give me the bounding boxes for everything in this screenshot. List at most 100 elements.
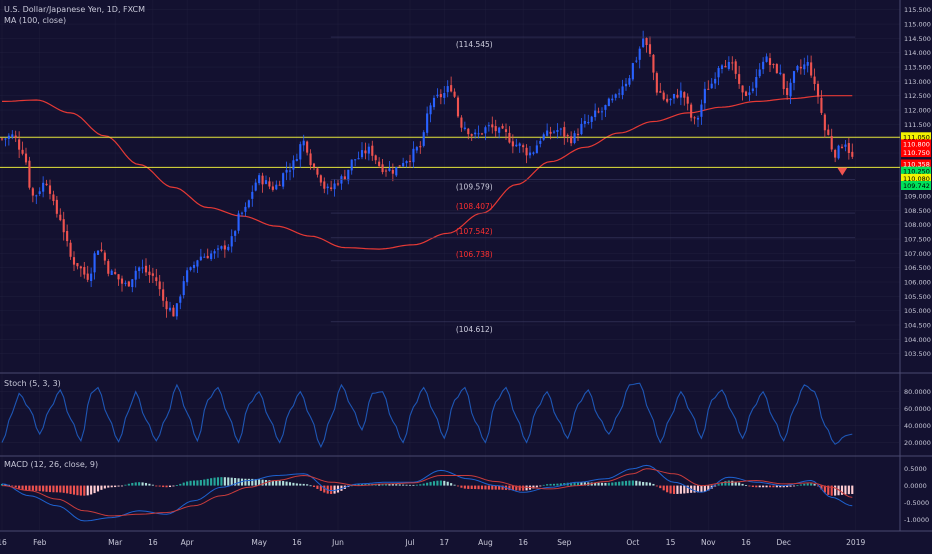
macd-histogram-bar <box>333 485 336 494</box>
candle-body <box>271 186 274 190</box>
macd-histogram-bar <box>508 485 511 491</box>
candle-body <box>714 78 717 84</box>
macd-histogram-bar <box>131 482 134 486</box>
macd-histogram-bar <box>72 485 76 495</box>
candle-body <box>806 62 809 66</box>
macd-histogram-bar <box>772 485 775 488</box>
candle-body <box>566 135 569 137</box>
macd-histogram-bar <box>271 480 274 486</box>
candle-body <box>292 160 295 170</box>
candle-body <box>432 97 436 108</box>
time-tick-label: 2019 <box>846 538 865 547</box>
macd-histogram-bar <box>144 482 148 486</box>
macd-histogram-bar <box>570 482 573 486</box>
candle-body <box>79 266 82 269</box>
candle-body <box>55 199 58 214</box>
macd-histogram-bar <box>597 482 600 486</box>
label-layer: U.S. Dollar/Japanese Yen, 1D, FXCM MA (1… <box>4 5 145 469</box>
candle-body <box>549 131 552 134</box>
macd-histogram-bar <box>268 480 271 486</box>
candle-body <box>42 182 45 192</box>
macd-histogram-bar <box>830 485 833 496</box>
candle-body <box>158 281 161 290</box>
candle-body <box>391 169 394 174</box>
price-badge-label: 110.358 <box>903 161 930 169</box>
candle-body <box>583 121 586 124</box>
candle-body <box>717 68 720 78</box>
macd-histogram-bar <box>624 480 628 486</box>
candle-body <box>268 181 271 187</box>
macd-histogram-bar <box>635 480 638 486</box>
macd-histogram-bar <box>52 485 55 493</box>
candle-body <box>175 303 178 317</box>
level-label: (106.738) <box>456 250 493 259</box>
candle-body <box>240 212 244 214</box>
candle-body <box>672 94 676 99</box>
macd-histogram-bar <box>604 482 607 486</box>
price-badge <box>901 148 931 158</box>
macd-histogram-bar <box>319 485 322 491</box>
candle-body <box>117 274 120 280</box>
price-badge-label: 110.080 <box>903 175 930 183</box>
time-tick-label: Dec <box>776 538 791 547</box>
candle-body <box>552 131 556 133</box>
macd-histogram-bar <box>775 485 778 488</box>
macd-histogram-bar <box>4 484 7 486</box>
macd-histogram-bar <box>744 485 748 486</box>
macd-histogram-bar <box>151 484 154 486</box>
macd-histogram-bar <box>0 483 4 486</box>
macd-histogram-bar <box>820 485 823 490</box>
macd-histogram-bar <box>55 485 58 493</box>
macd-histogram-bar <box>93 485 96 494</box>
candle-body <box>18 139 21 150</box>
macd-histogram-bar <box>679 485 682 494</box>
candle-body <box>480 133 484 135</box>
macd-histogram-bar <box>227 477 230 486</box>
candle-body <box>707 88 710 90</box>
candle-body <box>474 132 477 135</box>
candle-body <box>498 127 501 133</box>
macd-histogram-bar <box>618 481 621 486</box>
candle-body <box>398 165 401 167</box>
candle-body <box>604 104 607 110</box>
macd-histogram-bar <box>525 485 528 491</box>
price-tick-label: 112.500 <box>904 92 931 100</box>
macd-histogram-bar <box>792 485 796 487</box>
macd-histogram-bar <box>487 485 490 490</box>
macd-histogram-bar <box>107 485 110 488</box>
time-tick-label: 16 <box>292 538 302 547</box>
time-tick-label: Apr <box>181 538 195 547</box>
candle-body <box>408 160 412 162</box>
macd-histogram-bar <box>388 483 391 486</box>
macd-histogram-bar <box>532 485 535 489</box>
stoch-k-line <box>1 382 853 449</box>
macd-histogram-bar <box>799 484 802 486</box>
stoch-tick-label: 40.0000 <box>904 422 931 430</box>
candle-body <box>477 133 480 135</box>
macd-histogram-bar <box>38 485 41 492</box>
candle-body <box>741 85 744 93</box>
price-badge-label: 111.050 <box>903 133 930 141</box>
candle-body <box>244 206 247 212</box>
macd-line <box>1 464 853 522</box>
candle-body <box>748 92 751 96</box>
candle-body <box>724 65 727 68</box>
macd-histogram-bar <box>378 483 381 486</box>
macd-histogram-bar <box>158 485 161 487</box>
candle-body <box>309 153 312 166</box>
candle-body <box>576 133 580 135</box>
macd-histogram-bar <box>439 480 442 486</box>
macd-histogram-bar <box>734 481 737 486</box>
candle-body <box>254 182 257 191</box>
price-badge <box>901 139 931 149</box>
macd-histogram-bar <box>847 485 850 495</box>
macd-histogram-bar <box>336 485 340 493</box>
candle-body <box>62 219 65 233</box>
candle-body <box>227 246 230 250</box>
macd-histogram-bar <box>100 485 103 490</box>
candle-body <box>470 134 473 136</box>
time-tick-label: Jun <box>331 538 344 547</box>
macd-histogram-bar <box>288 482 292 486</box>
candle-body <box>662 92 665 100</box>
candle-body <box>570 136 573 144</box>
